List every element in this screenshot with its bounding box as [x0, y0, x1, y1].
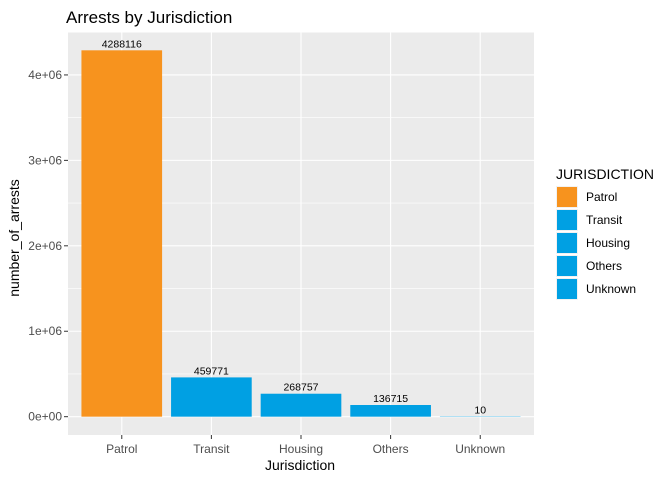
legend-label-transit: Transit [586, 213, 623, 227]
legend-label-unknown: Unknown [586, 282, 636, 296]
y-tick-label: 2e+06 [28, 239, 62, 253]
legend-swatch-transit [557, 210, 577, 230]
y-tick-label: 4e+06 [28, 68, 62, 82]
legend-swatch-others [557, 256, 577, 276]
bar-housing [260, 393, 342, 417]
legend-swatch-housing [557, 233, 577, 253]
x-tick-label: Housing [279, 442, 323, 456]
legend-label-housing: Housing [586, 236, 630, 250]
x-tick-label: Transit [193, 442, 230, 456]
plot-panel: 4288116 459771 268757 136715 10 [68, 31, 534, 435]
legend-swatch-patrol [557, 187, 577, 207]
y-axis-title: number_of_arrests [6, 179, 22, 297]
legend-swatch-unknown [557, 279, 577, 299]
y-axis: 0e+00 1e+06 2e+06 3e+06 4e+06 [28, 68, 68, 424]
bar-patrol [81, 50, 163, 417]
x-tick-label: Others [373, 442, 409, 456]
data-label-transit: 459771 [194, 365, 229, 377]
x-axis-title: Jurisdiction [265, 457, 335, 473]
bar-transit [171, 377, 252, 417]
y-tick-label: 3e+06 [28, 153, 62, 167]
data-label-housing: 268757 [283, 382, 318, 394]
x-axis: Patrol Transit Housing Others Unknown [106, 435, 505, 456]
data-label-unknown: 10 [474, 405, 486, 417]
legend: JURISDICTION Patrol Transit Housing Others U… [556, 166, 654, 300]
data-label-patrol: 4288116 [102, 38, 142, 50]
x-tick-label: Patrol [106, 442, 137, 456]
chart-title: Arrests by Jurisdiction [66, 8, 232, 27]
y-tick-label: 0e+00 [28, 410, 62, 424]
x-tick-label: Unknown [455, 442, 505, 456]
bar-others [350, 405, 431, 417]
legend-title: JURISDICTION [556, 166, 654, 182]
legend-label-others: Others [586, 259, 622, 273]
y-tick-label: 1e+06 [28, 324, 62, 338]
data-label-others: 136715 [373, 393, 408, 405]
legend-label-patrol: Patrol [586, 190, 617, 204]
